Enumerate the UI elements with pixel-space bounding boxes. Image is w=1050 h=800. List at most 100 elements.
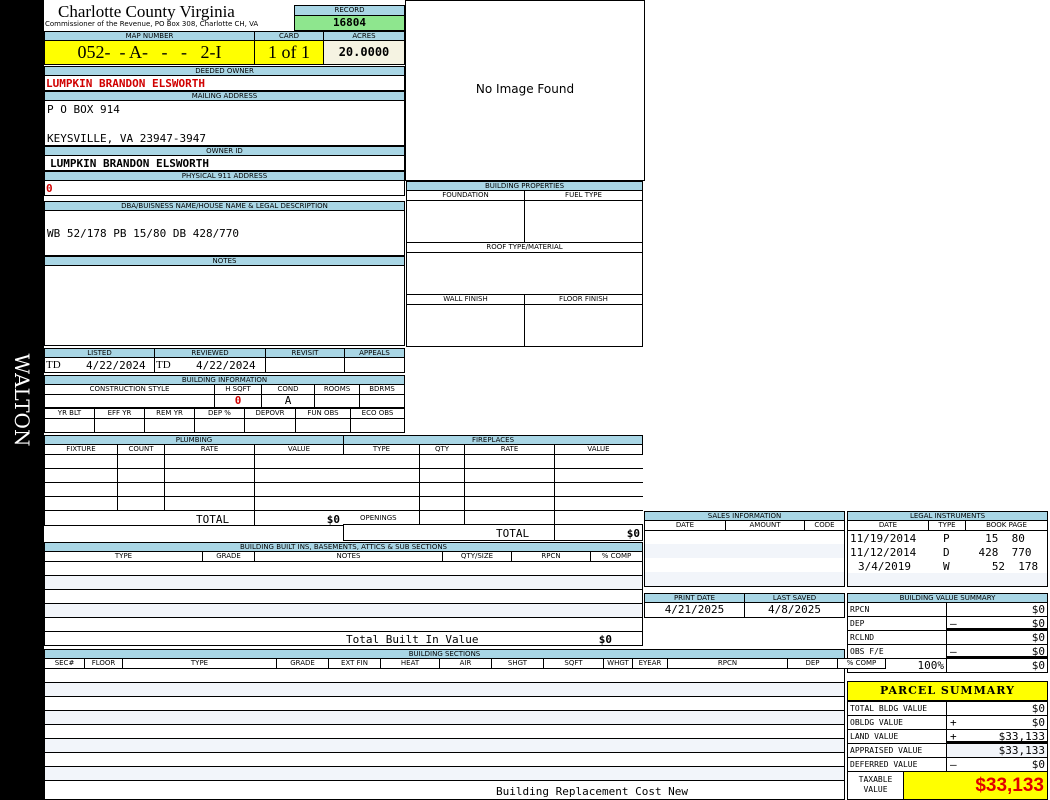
bvs-value-cell: [946, 658, 1048, 673]
appeals-box: [344, 357, 405, 373]
built-ins-col-type: TYPE: [44, 551, 203, 562]
listed-by: TD: [46, 359, 61, 371]
sections-col: SEC#: [44, 658, 85, 669]
bvs-row-label: DEP: [847, 616, 947, 631]
mailing-line-1: P O BOX 914: [47, 103, 120, 116]
fireplaces-col-rate: RATE: [464, 444, 555, 455]
reviewed-date: 4/22/2024: [196, 359, 256, 372]
fireplaces-rows: [343, 455, 643, 525]
legal-date: 11/12/2014: [850, 546, 917, 559]
summary-value: $0: [1031, 702, 1045, 715]
legal-col-type: TYPE: [928, 520, 966, 531]
plumbing-total: $0: [326, 513, 340, 526]
district-label: WALTON: [10, 353, 34, 447]
acres-value: 20.0000: [323, 40, 405, 65]
fireplaces-divider: [554, 455, 555, 540]
bvs-sign: –: [950, 617, 957, 630]
bvs-sign: –: [950, 645, 957, 658]
foundation-box: [406, 200, 525, 243]
county-subtitle: Commissioner of the Revenue, PO Box 308,…: [45, 20, 259, 28]
no-image-text: No Image Found: [475, 82, 575, 96]
fireplaces-col-type: TYPE: [343, 444, 420, 455]
rooms-box: [314, 394, 360, 408]
county-title: Charlotte County Virginia: [58, 2, 235, 21]
summary-sign: –: [950, 758, 957, 771]
revisit-box: [265, 357, 345, 373]
plumbing-divider: [254, 455, 255, 526]
cond-value: A: [261, 394, 315, 408]
sections-col: GRADE: [276, 658, 329, 669]
summary-row-label: LAND VALUE: [847, 729, 947, 744]
mailing-address-box: [44, 100, 405, 146]
notes-box[interactable]: [44, 265, 405, 346]
bvs-row-label: RCLND: [847, 630, 947, 645]
rem-yr-box: [144, 418, 195, 433]
bvs-value: $0: [1031, 603, 1045, 616]
taxable-value-label: TAXABLE VALUE: [847, 771, 904, 800]
sections-col: TYPE: [122, 658, 277, 669]
physical-address: 0: [46, 182, 53, 195]
sales-rows: [645, 531, 844, 586]
sections-col: SHGT: [491, 658, 544, 669]
legal-type: D: [943, 546, 950, 559]
legal-date: 3/4/2019: [858, 560, 911, 573]
mailing-line-2: KEYSVILLE, VA 23947-3947: [47, 132, 206, 145]
built-ins-col-notes: NOTES: [254, 551, 443, 562]
replacement-cost-label: Building Replacement Cost New: [496, 785, 689, 798]
listed-date: 4/22/2024: [86, 359, 146, 372]
sections-col: WHGT: [603, 658, 633, 669]
eco-obs-box: [350, 418, 405, 433]
summary-row-label: DEFERRED VALUE: [847, 757, 947, 772]
taxable-value: $33,133: [903, 771, 1048, 800]
depovr-box: [244, 418, 296, 433]
summary-row-label: APPRAISED VALUE: [847, 743, 947, 758]
built-ins-col-grade: GRADE: [202, 551, 255, 562]
legal-type: P: [943, 532, 950, 545]
built-ins-col-rpcn: RPCN: [511, 551, 591, 562]
summary-value: $33,133: [998, 744, 1045, 757]
sections-col: HEAT: [380, 658, 440, 669]
legal-bookpage: 428 770: [978, 546, 1032, 559]
legal-bookpage: 52 178: [991, 560, 1039, 573]
plumbing-col-count: COUNT: [117, 444, 165, 455]
sections-col: EXT FIN: [328, 658, 381, 669]
legal-description: WB 52/178 PB 15/80 DB 428/770: [47, 227, 240, 240]
sections-col: DEP: [787, 658, 838, 669]
bvs-value: $0: [1031, 631, 1045, 644]
card-number: 1 of 1: [254, 40, 324, 65]
deeded-owner: LUMPKIN BRANDON ELSWORTH: [46, 77, 205, 90]
built-ins-total-label: Total Built In Value: [346, 633, 479, 646]
sales-col-code: CODE: [804, 520, 845, 531]
map-number: 052- - A- - - 2-I: [44, 40, 255, 65]
construction-style-box: [44, 394, 215, 408]
sections-col: FLOOR: [84, 658, 123, 669]
summary-value-cell: [946, 729, 1048, 744]
fireplaces-openings: OPENINGS: [360, 514, 397, 522]
summary-sign: +: [950, 730, 957, 743]
fireplaces-divider: [419, 455, 465, 525]
summary-sign: +: [950, 716, 957, 729]
building-sections-rows: [45, 669, 844, 781]
sales-col-date: DATE: [644, 520, 726, 531]
dba-box: [44, 210, 405, 256]
legal-bookpage: 15 80: [985, 532, 1025, 545]
bvs-value: $0: [1031, 659, 1045, 672]
legal-type: W: [943, 560, 950, 573]
bvs-value-cell: [946, 616, 1048, 631]
plumbing-col-rate: RATE: [164, 444, 255, 455]
fireplaces-total: $0: [626, 527, 640, 540]
eff-yr-box: [94, 418, 145, 433]
physical-address-box: [44, 180, 405, 196]
floor-finish-box: [524, 304, 643, 347]
legal-col-date: DATE: [847, 520, 929, 531]
fireplaces-total-label: TOTAL: [496, 527, 530, 540]
roof-box: [406, 252, 643, 295]
bdrms-box: [359, 394, 405, 408]
sections-col: AIR: [439, 658, 492, 669]
sections-col: % COMP: [837, 658, 886, 669]
legal-date: 11/19/2014: [850, 532, 917, 545]
plumbing-divider: [117, 455, 165, 511]
owner-id-box: [44, 155, 405, 171]
hsqft-value: 0: [214, 394, 262, 408]
built-ins-total: $0: [598, 633, 612, 646]
